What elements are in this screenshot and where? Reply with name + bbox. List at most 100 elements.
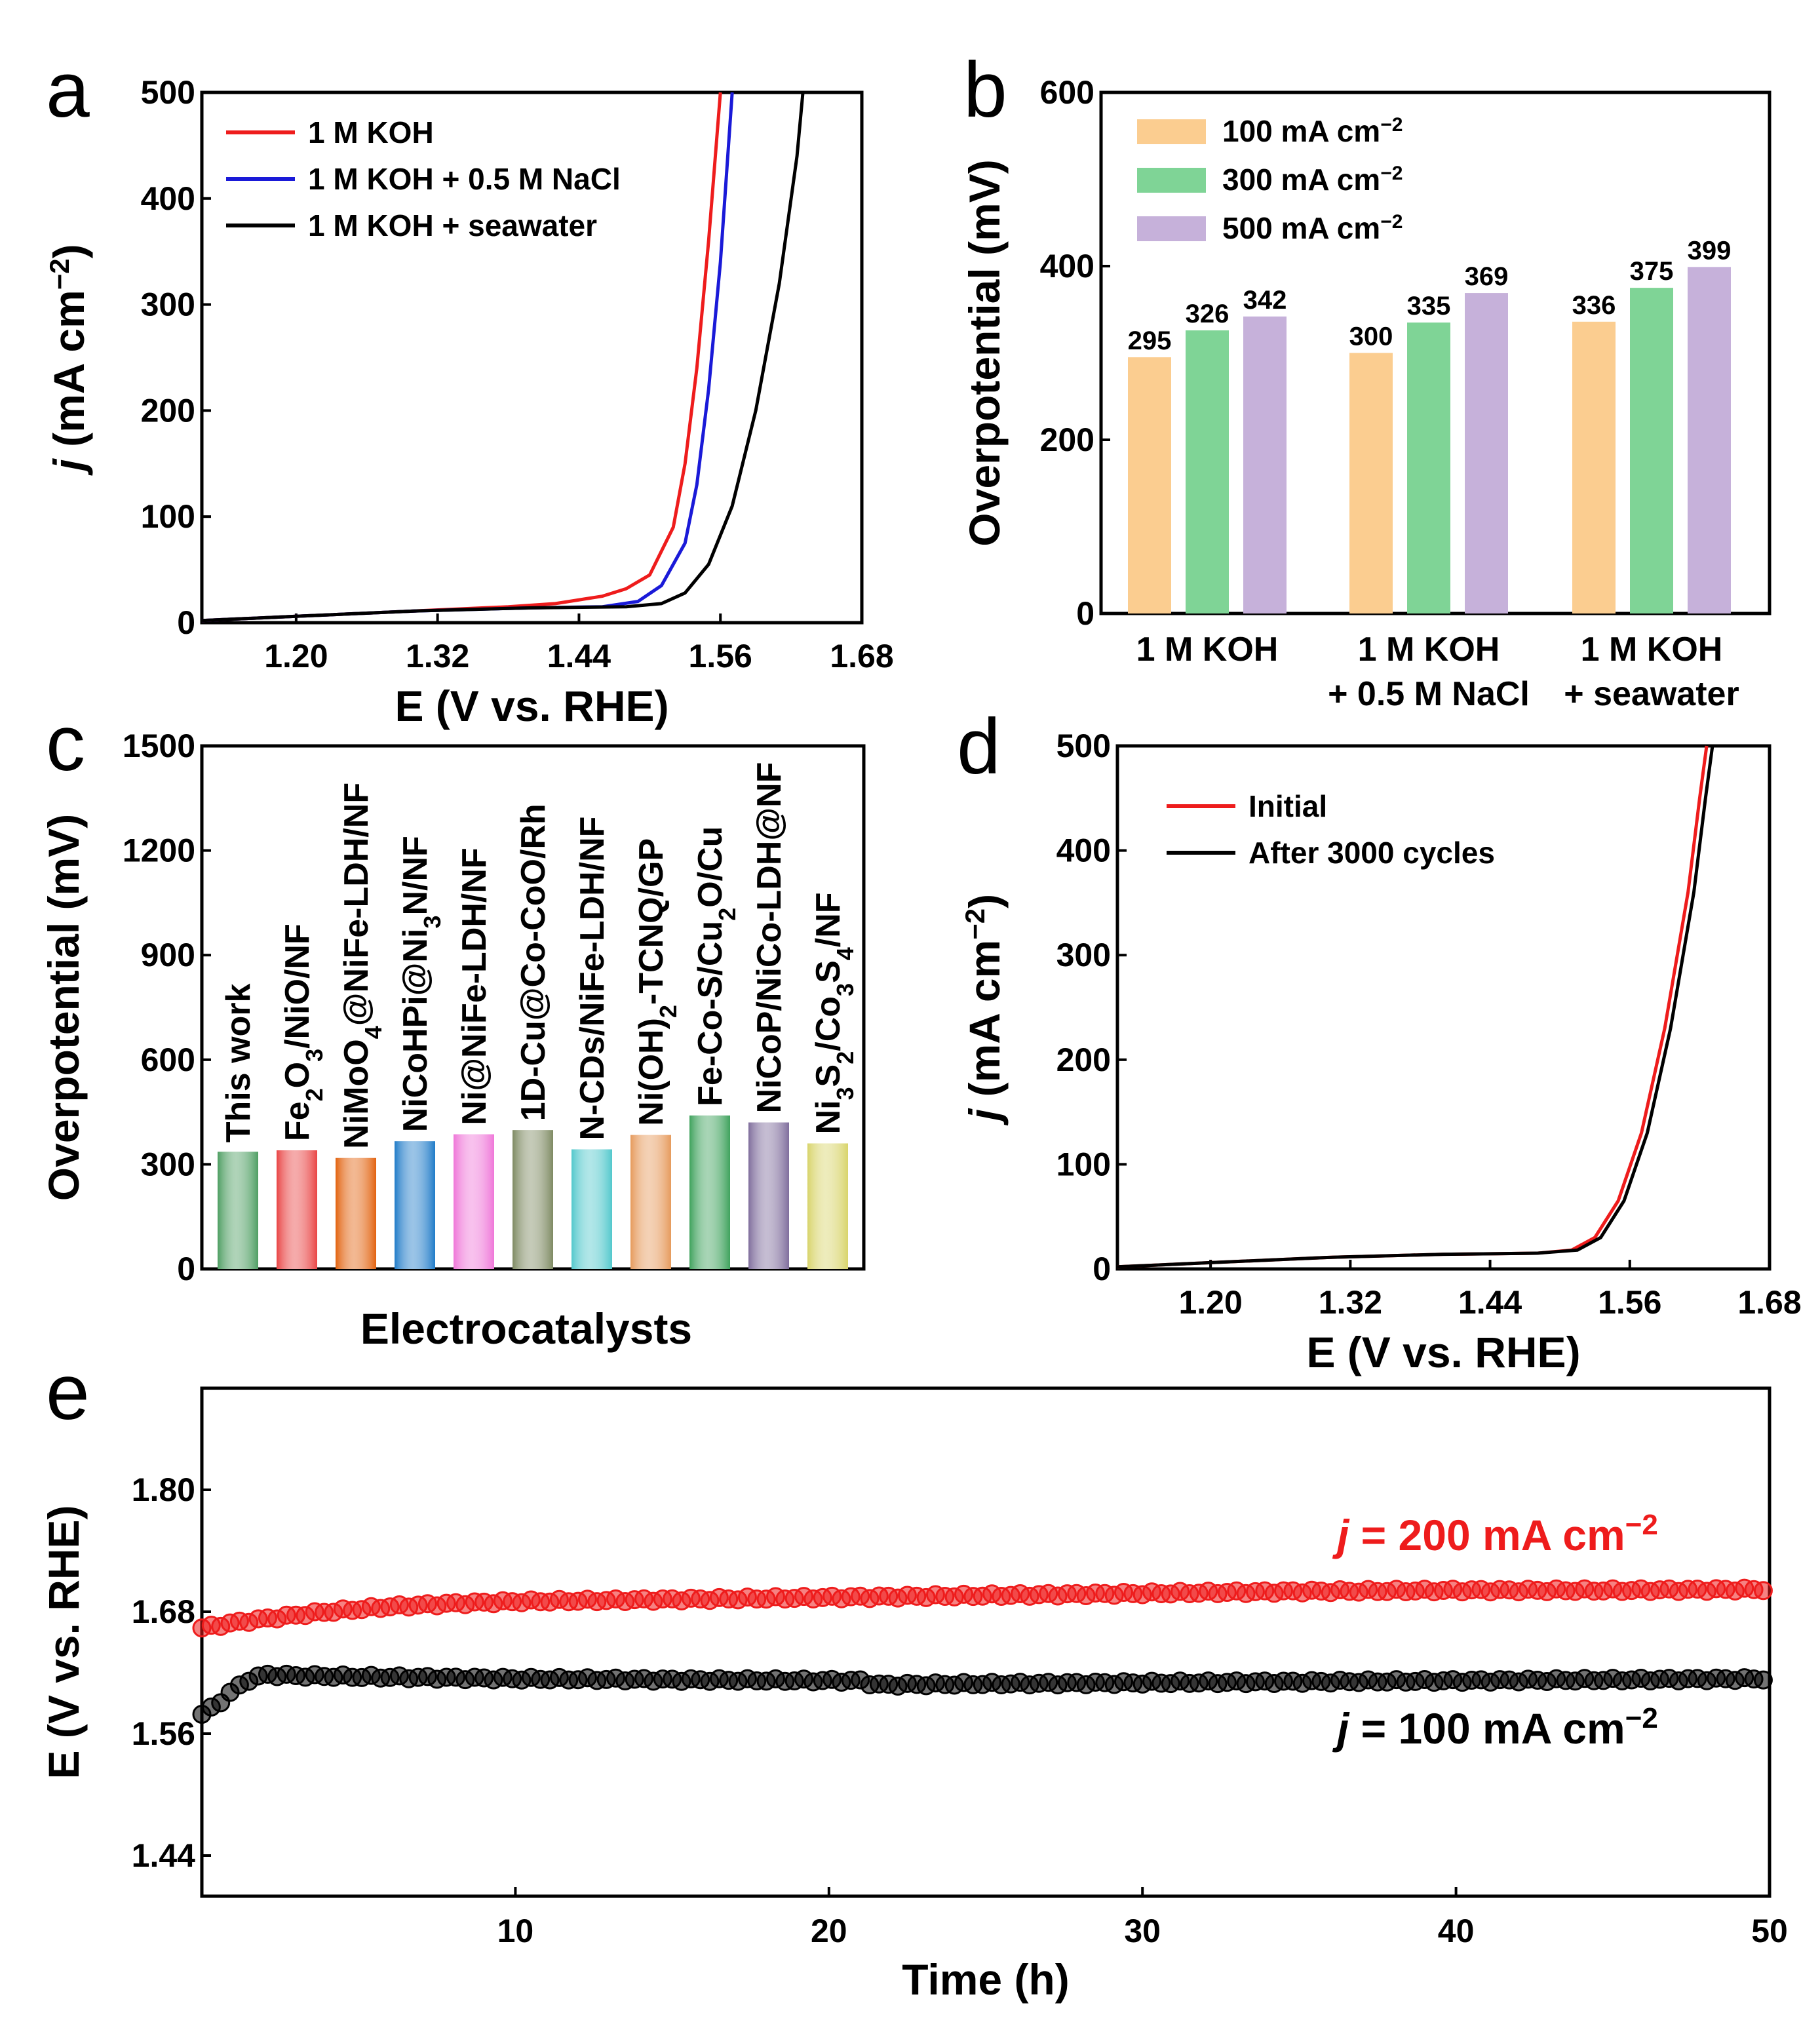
y-tick-label: 300 [141, 1146, 195, 1182]
y-tick-label: 400 [1040, 248, 1094, 284]
y-tick-label: 600 [1040, 74, 1094, 111]
y-tick-label: 200 [1056, 1041, 1111, 1078]
x-tick-label: 1.32 [406, 638, 469, 674]
y-tick-label: 0 [1093, 1251, 1111, 1287]
x-tick-label: 1.68 [830, 638, 893, 674]
y-tick-label: 400 [1056, 832, 1111, 869]
bar [1128, 357, 1171, 613]
x-tick-label: 1.56 [689, 638, 752, 674]
legend-label: 500 mA cm−2 [1222, 211, 1403, 246]
bar-category-label: Ni3S2/Co3S4/NF [809, 892, 859, 1134]
data-point [1753, 1581, 1773, 1601]
bar-category-label: N-CDs/NiFe-LDH/NF [573, 817, 611, 1140]
y-tick-label: 300 [1056, 937, 1111, 973]
y-tick-label: 200 [141, 392, 195, 429]
bar-shine [454, 1134, 494, 1269]
y-axis-label: j (mA cm−2) [44, 244, 94, 476]
legend-swatch [1137, 168, 1206, 193]
bar [1688, 267, 1731, 613]
legend-label: 1 M KOH + seawater [308, 208, 597, 243]
series-100 [192, 1664, 1773, 1724]
x-axis-label: E (V vs. RHE) [1306, 1328, 1580, 1376]
legend-swatch [1137, 216, 1206, 241]
category-label: + 0.5 M NaCl [1328, 675, 1530, 713]
y-tick-label: 600 [141, 1041, 195, 1078]
bar-value-label: 335 [1407, 292, 1451, 321]
x-tick-label: 10 [497, 1913, 534, 1949]
plot-frame [200, 90, 864, 625]
bar-category-label: NiMoO4@NiFe-LDH/NF [338, 783, 387, 1149]
bar-category-label: Fe2O3/NiO/NF [279, 924, 328, 1141]
bar-value-label: 326 [1186, 300, 1229, 328]
y-axis-label: Overpotential (mV) [39, 814, 88, 1201]
y-tick-label: 500 [1056, 728, 1111, 764]
bar [1630, 288, 1673, 613]
legend-swatch [1137, 119, 1206, 144]
x-tick-label: 1.32 [1319, 1284, 1382, 1321]
legend-label: 300 mA cm−2 [1222, 163, 1403, 197]
y-tick-label: 1.44 [132, 1837, 196, 1874]
bar-category-label: 1D-Cu@Co-CoO/Rh [514, 804, 552, 1121]
bar-category-label: NiCoHPi@Ni3N/NF [397, 836, 446, 1132]
y-tick-label: 300 [141, 286, 195, 323]
bar-shine [748, 1122, 789, 1269]
bar-shine [630, 1135, 671, 1269]
bar-value-label: 369 [1465, 262, 1509, 291]
legend-label: After 3000 cycles [1249, 836, 1495, 870]
y-tick-label: 1500 [123, 728, 195, 764]
y-tick-label: 1200 [123, 832, 195, 869]
bar [1349, 353, 1393, 613]
bar-shine [277, 1150, 317, 1269]
panel-a: 0 100 200 300 400 500 1.20 1.32 1.44 1.56 1.68 1 M … [44, 74, 894, 730]
bar-shine [395, 1141, 435, 1269]
bar-value-label: 399 [1688, 236, 1732, 265]
y-tick-label: 0 [177, 1251, 195, 1287]
legend-label: 100 mA cm−2 [1222, 114, 1403, 149]
category-label: + seawater [1564, 675, 1739, 713]
panel-label-a: a [46, 46, 90, 134]
x-tick-label: 1.20 [1178, 1284, 1242, 1321]
panel-d: 0 100 200 300 400 500 1.20 1.32 1.44 1.56 1.68 Init… [959, 728, 1802, 1376]
x-tick-label: 50 [1751, 1913, 1788, 1949]
bar [1186, 330, 1229, 613]
x-axis-label: Time (h) [902, 1955, 1069, 2004]
panel-label-e: e [46, 1348, 90, 1436]
x-tick-label: 30 [1124, 1913, 1161, 1949]
x-tick-label: 1.56 [1598, 1284, 1661, 1321]
bar [1407, 322, 1450, 613]
y-tick-label: 400 [141, 180, 195, 217]
series-annotation: j = 100 mA cm−2 [1332, 1702, 1658, 1753]
y-axis-label: Overpotential (mV) [960, 159, 1009, 546]
x-tick-label: 1.44 [547, 638, 611, 674]
series-annotation: j = 200 mA cm−2 [1332, 1509, 1658, 1560]
legend-label: Initial [1249, 789, 1327, 823]
series-200 [192, 1578, 1773, 1638]
panel-b: 0 200 400 600 295 300 336 326 335 375 342 369 399 1 M… [960, 74, 1772, 713]
data-point [1753, 1670, 1773, 1690]
bar [1465, 293, 1508, 613]
panel-e: 1.44 1.56 1.68 1.80 10 20 30 40 50 j = 200 mA cm−… [39, 1386, 1788, 2004]
category-label: 1 M KOH [1581, 631, 1723, 669]
panel-label-d: d [957, 703, 1001, 790]
x-tick-label: 40 [1438, 1913, 1475, 1949]
bar-shine [689, 1115, 730, 1269]
x-tick-label: 20 [811, 1913, 847, 1949]
x-tick-label: 1.44 [1458, 1284, 1522, 1321]
y-axis-label: E (V vs. RHE) [39, 1505, 88, 1779]
plot-frame [1115, 744, 1772, 1271]
bar-shine [218, 1152, 258, 1269]
bar [1243, 316, 1287, 613]
bar-shine [513, 1130, 553, 1269]
y-tick-label: 0 [1076, 595, 1094, 632]
category-label: 1 M KOH [1136, 631, 1279, 669]
x-tick-label: 1.20 [264, 638, 328, 674]
y-tick-label: 900 [141, 937, 195, 973]
y-tick-label: 0 [177, 604, 195, 641]
bar-category-label: NiCoP/NiCo-LDH@NF [750, 762, 788, 1114]
bar-value-label: 336 [1572, 291, 1616, 320]
series-line-0 [1117, 745, 1709, 1269]
bar-value-label: 342 [1243, 286, 1287, 315]
bar-value-label: 295 [1128, 326, 1172, 355]
bar-shine [807, 1143, 848, 1269]
